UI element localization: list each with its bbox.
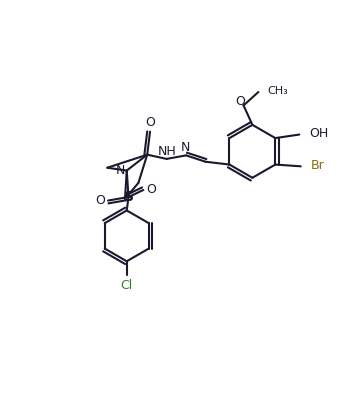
Text: OH: OH [309,127,328,141]
Text: O: O [146,183,156,196]
Text: Br: Br [311,159,324,172]
Text: O: O [235,95,245,108]
Text: S: S [124,190,134,204]
Text: CH₃: CH₃ [267,85,288,96]
Text: O: O [145,116,155,130]
Text: Cl: Cl [121,279,133,292]
Text: N: N [116,164,125,177]
Text: O: O [95,194,105,207]
Text: N: N [181,141,190,154]
Text: NH: NH [158,145,177,158]
